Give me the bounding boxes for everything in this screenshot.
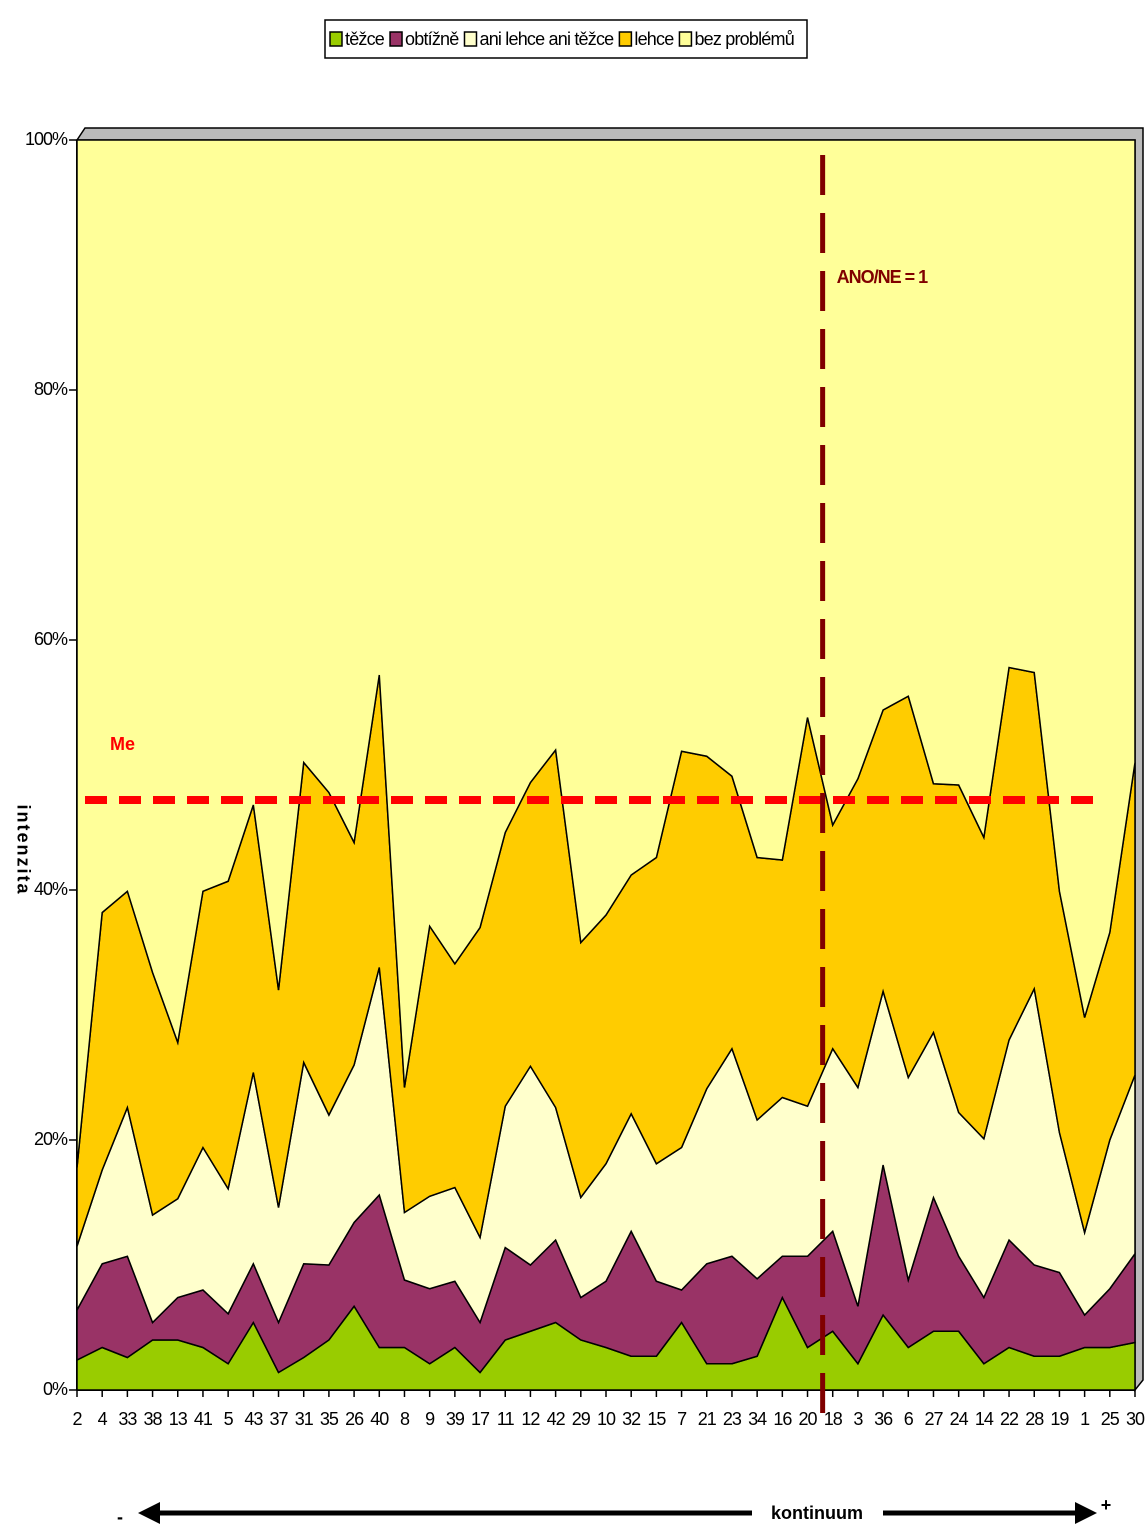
- legend-label: lehce: [634, 29, 674, 49]
- x-tick-label: 8: [400, 1409, 410, 1429]
- threshold-label: ANO/NE = 1: [837, 267, 929, 287]
- legend-label: ani lehce ani těžce: [479, 29, 614, 49]
- x-tick-label: 21: [698, 1409, 717, 1429]
- x-tick-label: 31: [295, 1409, 314, 1429]
- x-tick-label: 26: [345, 1409, 364, 1429]
- x-tick-label: 29: [572, 1409, 591, 1429]
- x-tick-label: 33: [118, 1409, 137, 1429]
- x-tick-label: 13: [169, 1409, 188, 1429]
- arrow-head: [138, 1502, 160, 1524]
- x-tick-label: 14: [975, 1409, 994, 1429]
- legend-label: obtížně: [405, 29, 459, 49]
- x-tick-label: 37: [270, 1409, 289, 1429]
- x-tick-label: 9: [425, 1409, 435, 1429]
- x-tick-label: 17: [471, 1409, 490, 1429]
- x-tick-label: 7: [677, 1409, 687, 1429]
- x-tick-label: 15: [647, 1409, 666, 1429]
- continuum-left: -: [117, 1507, 123, 1527]
- x-tick-label: 23: [723, 1409, 742, 1429]
- y-tick-label: 60%: [34, 629, 68, 649]
- x-tick-label: 38: [144, 1409, 163, 1429]
- x-tick-label: 22: [1000, 1409, 1019, 1429]
- continuum-right: +: [1101, 1495, 1112, 1515]
- median-label: Me: [110, 734, 135, 754]
- legend-box: [324, 19, 808, 59]
- x-tick-label: 3: [853, 1409, 863, 1429]
- x-tick-label: 24: [950, 1409, 969, 1429]
- x-tick-label: 30: [1126, 1409, 1145, 1429]
- legend-label: bez problémů: [694, 29, 793, 49]
- legend-swatch: [678, 31, 693, 47]
- legend-swatch: [329, 31, 343, 47]
- continuum-label: kontinuum: [771, 1503, 863, 1523]
- x-tick-label: 39: [446, 1409, 465, 1429]
- x-tick-label: 41: [194, 1409, 213, 1429]
- x-tick-label: 5: [224, 1409, 234, 1429]
- legend-label: těžce: [345, 29, 385, 49]
- x-tick-label: 10: [597, 1409, 616, 1429]
- legend-swatch: [618, 31, 633, 47]
- x-tick-label: 43: [244, 1409, 263, 1429]
- y-tick-label: 0%: [43, 1379, 68, 1399]
- x-tick-label: 6: [904, 1409, 914, 1429]
- x-tick-label: 19: [1050, 1409, 1069, 1429]
- x-tick-label: 1: [1080, 1409, 1090, 1429]
- area: [76, 139, 1136, 1168]
- x-tick-label: 18: [824, 1409, 843, 1429]
- x-tick-label: 34: [748, 1409, 767, 1429]
- y-tick-label: 100%: [25, 129, 68, 149]
- x-tick-label: 27: [924, 1409, 943, 1429]
- x-tick-label: 4: [98, 1409, 108, 1429]
- y-axis-label: intenzita: [13, 804, 33, 895]
- x-tick-label: 40: [370, 1409, 389, 1429]
- x-tick-label: 35: [320, 1409, 339, 1429]
- x-tick-label: 16: [773, 1409, 792, 1429]
- x-tick-label: 11: [497, 1409, 515, 1429]
- x-tick-label: 36: [874, 1409, 893, 1429]
- x-tick-label: 42: [547, 1409, 566, 1429]
- y-tick-label: 20%: [34, 1129, 68, 1149]
- legend-swatch: [389, 31, 403, 47]
- x-tick-label: 25: [1101, 1409, 1120, 1429]
- x-tick-label: 28: [1025, 1409, 1044, 1429]
- x-tick-label: 12: [521, 1409, 540, 1429]
- arrow-head: [1075, 1502, 1097, 1524]
- y-tick-label: 40%: [34, 879, 68, 899]
- legend-swatch: [463, 31, 478, 47]
- y-tick-label: 80%: [34, 379, 68, 399]
- x-tick-label: 20: [799, 1409, 818, 1429]
- x-tick-label: 2: [72, 1409, 82, 1429]
- x-tick-label: 32: [622, 1409, 641, 1429]
